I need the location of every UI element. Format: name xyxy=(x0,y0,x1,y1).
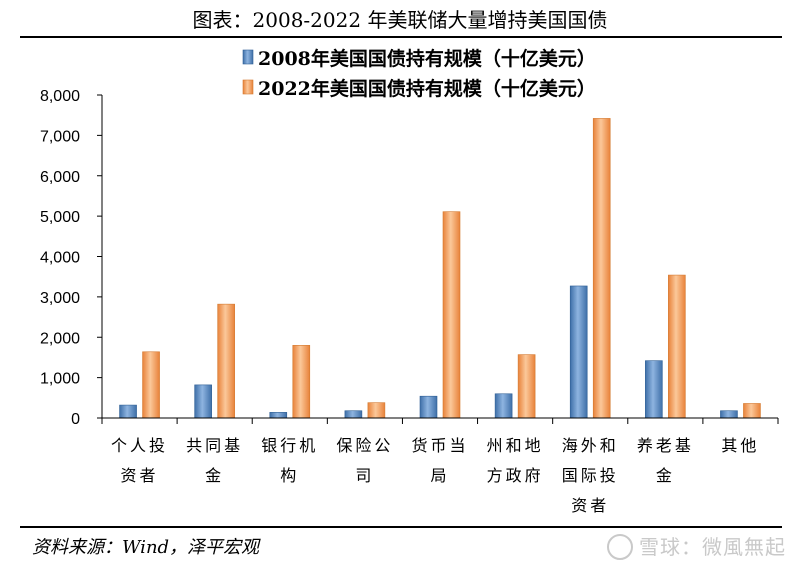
bar-2022 xyxy=(367,402,386,419)
watermark: 雪球：微風無起 xyxy=(607,531,786,562)
x-category-label: 州和地 xyxy=(487,436,544,455)
y-tick-label: 2,000 xyxy=(40,330,80,347)
x-category-label: 共同基 xyxy=(186,436,243,455)
bar-2008 xyxy=(645,360,663,419)
bar-2022 xyxy=(743,403,761,419)
x-category-label: 保险公 xyxy=(336,436,393,455)
bar-2022 xyxy=(592,118,611,419)
bar-2008 xyxy=(569,285,588,419)
chart-title: 图表：2008-2022 年美联储大量增持美国国债 xyxy=(192,8,608,32)
legend-label-2022: 2022年美国国债持有规模（十亿美元） xyxy=(258,77,596,100)
y-tick-label: 3,000 xyxy=(40,290,80,307)
legend-swatch-2008 xyxy=(242,49,254,65)
x-category-label: 银行机 xyxy=(261,436,318,455)
x-category-label: 金 xyxy=(205,466,224,485)
x-category-label: 国际投 xyxy=(562,466,619,485)
bottom-rule xyxy=(20,526,782,528)
watermark-text: 雪球：微風無起 xyxy=(639,535,786,559)
x-category-label: 养老基 xyxy=(637,436,694,455)
bars xyxy=(119,118,761,419)
x-category-label: 局 xyxy=(430,466,449,485)
y-tick-label: 1,000 xyxy=(40,371,80,388)
bar-2022 xyxy=(517,354,536,419)
bar-2008 xyxy=(720,410,738,419)
legend: 2008年美国国债持有规模（十亿美元） 2022年美国国债持有规模（十亿美元） xyxy=(242,47,596,100)
x-category-label: 资者 xyxy=(571,496,609,515)
source-note: 资料来源：Wind，泽平宏观 xyxy=(32,537,260,558)
y-tick-label: 6,000 xyxy=(40,169,80,186)
bar-2022 xyxy=(292,345,311,419)
bar-2008 xyxy=(344,410,363,419)
x-category-label: 构 xyxy=(280,466,299,485)
x-category-label: 司 xyxy=(355,466,374,485)
x-category-label: 方政府 xyxy=(487,466,544,485)
y-axis: 0 1,000 2,000 3,000 4,000 5,000 6,000 7,000 8,00… xyxy=(40,88,103,428)
bar-2008 xyxy=(494,393,513,419)
x-category-label: 货币当 xyxy=(411,436,468,455)
bar-2022 xyxy=(442,211,461,419)
bar-2022 xyxy=(142,351,160,419)
x-category-label: 资者 xyxy=(121,466,159,485)
legend-label-2008: 2008年美国国债持有规模（十亿美元） xyxy=(258,47,596,70)
x-category-label: 金 xyxy=(656,466,675,485)
bar-2008 xyxy=(419,395,438,419)
y-tick-label: 4,000 xyxy=(40,250,80,267)
bar-chart: 2008年美国国债持有规模（十亿美元） 2022年美国国债持有规模（十亿美元） 0… xyxy=(40,47,779,515)
x-axis: 个人投资者共同基金银行机构保险公司货币当局州和地方政府海外和国际投资者养老基金其… xyxy=(101,417,779,515)
y-tick-label: 8,000 xyxy=(40,88,80,105)
y-tick-label: 0 xyxy=(71,411,80,428)
x-category-label: 海外和 xyxy=(562,436,619,455)
y-tick-label: 5,000 xyxy=(40,209,80,226)
x-category-label: 其他 xyxy=(721,436,759,455)
x-category-label: 个人投 xyxy=(111,436,168,455)
bar-2022 xyxy=(217,303,235,419)
bar-2008 xyxy=(119,404,137,419)
legend-swatch-2022 xyxy=(242,79,254,95)
snowball-logo-icon xyxy=(607,533,633,560)
top-rule xyxy=(20,36,782,38)
y-tick-label: 7,000 xyxy=(40,128,80,145)
bar-2008 xyxy=(269,412,288,419)
bar-2022 xyxy=(668,274,686,419)
bar-2008 xyxy=(194,384,212,419)
